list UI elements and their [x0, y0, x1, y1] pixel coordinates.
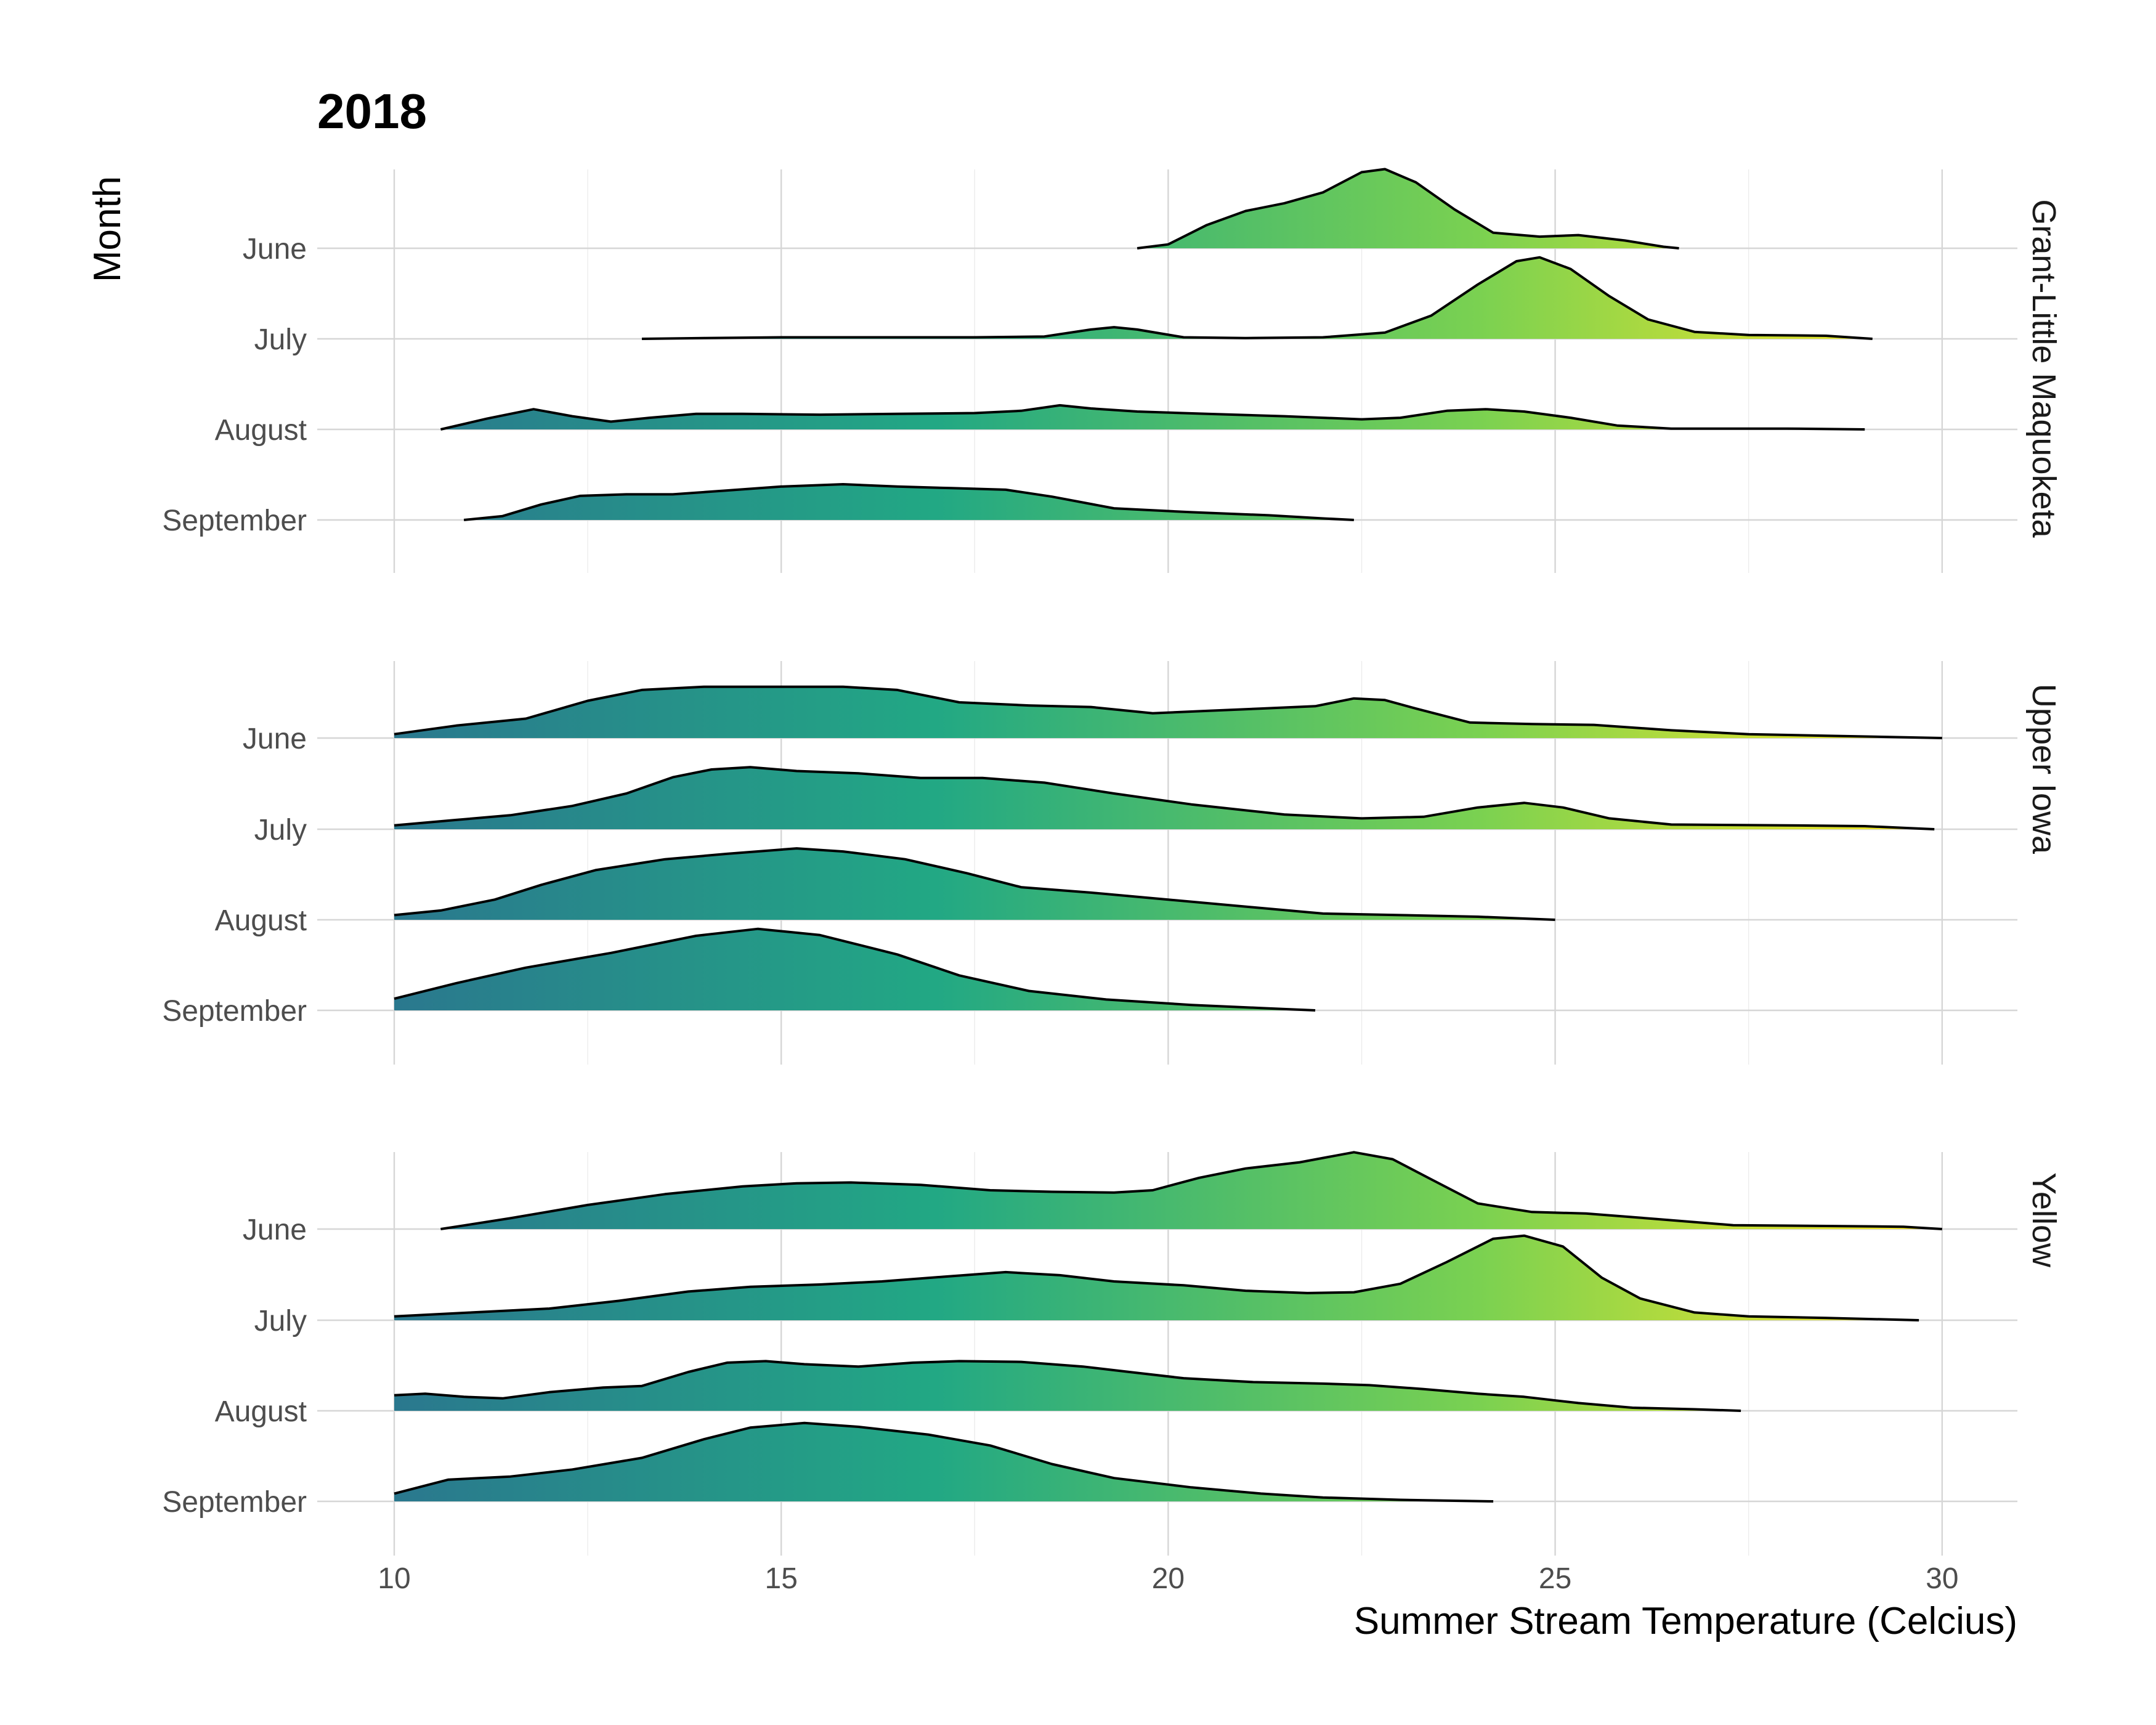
- ridge-outline-upper-iowa-july: [394, 766, 1935, 830]
- y-tick-label-upper-iowa-june: June: [243, 723, 307, 755]
- ridge-layer: [394, 168, 1942, 1503]
- y-axis-title: Month: [86, 176, 129, 282]
- ridge-outline-yellow-august: [394, 1360, 1741, 1412]
- chart-title: 2018: [317, 84, 427, 139]
- y-tick-label-yellow-july: July: [254, 1305, 307, 1337]
- ridge-fill-grant-little-maquoketa-july: [642, 257, 1873, 339]
- ridge-outline-grant-little-maquoketa-july: [641, 256, 1873, 340]
- facet-strip-label-grant-little-maquoketa: Grant-Little Maquoketa: [2025, 199, 2062, 538]
- x-tick-label-15: 15: [765, 1562, 798, 1595]
- ridge-fill-grant-little-maquoketa-september: [464, 484, 1354, 520]
- y-tick-label-upper-iowa-august: August: [215, 904, 307, 937]
- y-tick-label-yellow-june: June: [243, 1214, 307, 1246]
- ridge-outline-upper-iowa-september: [394, 927, 1316, 1012]
- ridge-fill-upper-iowa-september: [394, 928, 1316, 1010]
- x-axis-title: Summer Stream Temperature (Celcius): [1354, 1600, 2017, 1642]
- x-tick-label-30: 30: [1926, 1562, 1958, 1595]
- ridge-outline-yellow-july: [394, 1234, 1919, 1321]
- y-tick-label-upper-iowa-july: July: [254, 814, 307, 846]
- ridge-fill-upper-iowa-august: [394, 848, 1555, 920]
- ridge-outline-yellow-june: [440, 1151, 1942, 1230]
- y-tick-label-yellow-september: September: [162, 1486, 307, 1519]
- y-tick-label-grant-little-maquoketa-september: September: [162, 505, 307, 537]
- ridge-outline-grant-little-maquoketa-june: [1137, 168, 1679, 250]
- facet-strip-label-upper-iowa: Upper Iowa: [2025, 684, 2062, 854]
- ridge-outline-grant-little-maquoketa-september: [463, 483, 1354, 521]
- y-tick-label-upper-iowa-september: September: [162, 995, 307, 1028]
- x-tick-label-10: 10: [378, 1562, 410, 1595]
- ridge-fill-upper-iowa-july: [394, 767, 1935, 829]
- ridge-outline-yellow-september: [394, 1421, 1494, 1503]
- y-tick-label-grant-little-maquoketa-july: July: [254, 323, 307, 356]
- ridge-outline-grant-little-maquoketa-august: [440, 404, 1865, 431]
- facet-strip-label-yellow: Yellow: [2025, 1172, 2062, 1268]
- ridge-fill-yellow-september: [394, 1423, 1494, 1501]
- ridge-fill-yellow-july: [394, 1235, 1919, 1320]
- y-tick-label-yellow-august: August: [215, 1395, 307, 1428]
- x-tick-label-20: 20: [1152, 1562, 1185, 1595]
- y-tick-label-grant-little-maquoketa-august: August: [215, 414, 307, 447]
- ridge-outline-upper-iowa-august: [394, 847, 1555, 921]
- label-layer: June July August September Grant-Little Maqu…: [162, 199, 2062, 1595]
- grid-layer: [317, 169, 2017, 1556]
- y-tick-label-grant-little-maquoketa-june: June: [243, 233, 307, 266]
- ridge-outline-upper-iowa-june: [394, 685, 1942, 739]
- x-tick-label-25: 25: [1539, 1562, 1571, 1595]
- ridge-fill-yellow-august: [394, 1361, 1741, 1411]
- ridge-fill-grant-little-maquoketa-june: [1137, 169, 1679, 248]
- ridge-fill-yellow-june: [440, 1152, 1942, 1229]
